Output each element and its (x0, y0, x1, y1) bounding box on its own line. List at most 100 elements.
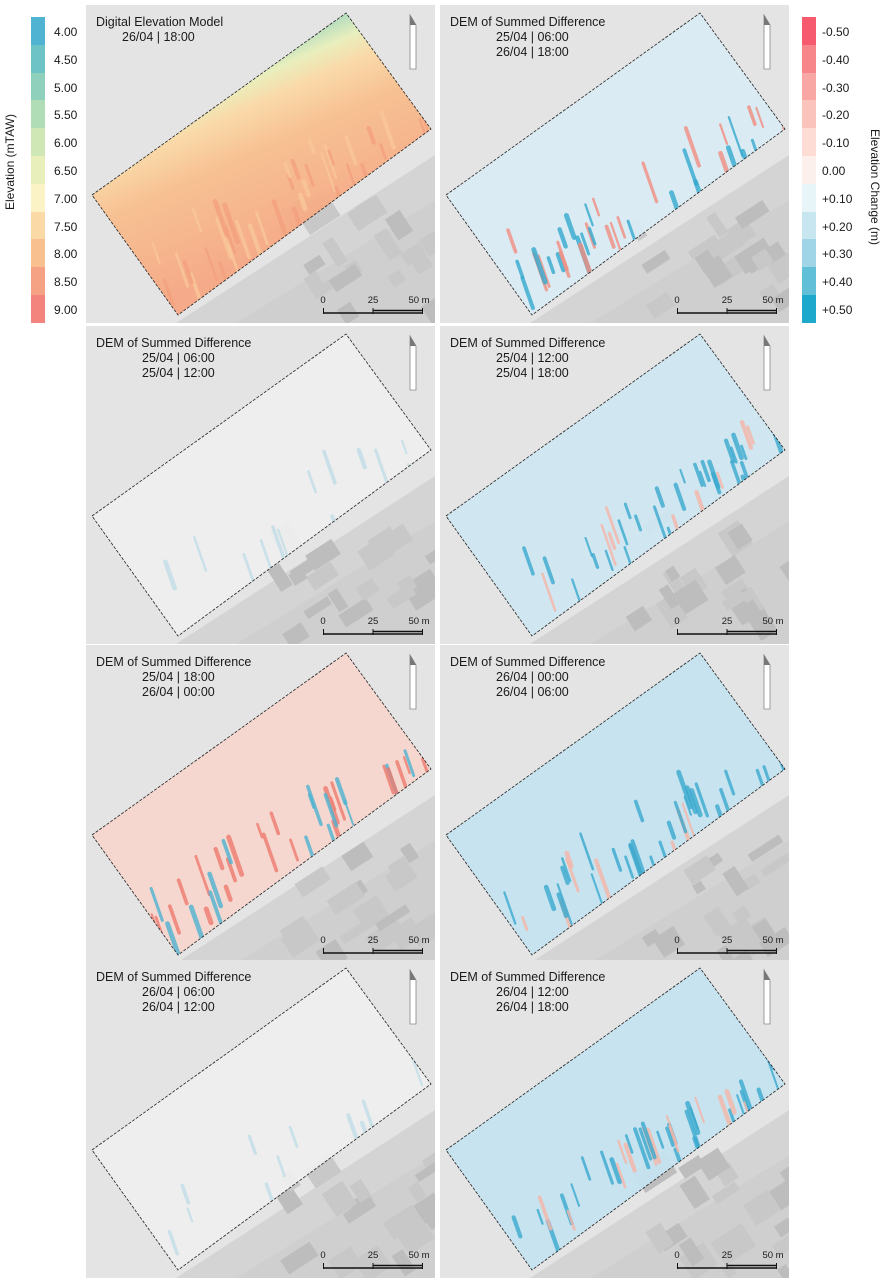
panel-date-label: 25/04 | 18:00 (496, 366, 569, 380)
elevation-legend-swatch (31, 156, 45, 184)
elevation-legend-label: 4.00 (54, 25, 78, 39)
change-legend-swatch (802, 44, 816, 73)
elevation-legend-label: 6.50 (54, 164, 78, 178)
elevation-legend-label: 5.50 (54, 108, 78, 123)
panel-date-label: 26/04 | 06:00 (496, 685, 569, 699)
panel-title: DEM of Summed Difference 25/04 | 18:00 26/… (96, 655, 251, 700)
scale-bar: 0 25 50 m (674, 1250, 784, 1270)
panel-date-label: 26/04 | 18:00 (496, 45, 569, 59)
panel-title-text: Digital Elevation Model (96, 15, 224, 29)
change-legend-label: -0.10 (822, 136, 850, 151)
change-legend-label: +0.50 (822, 303, 853, 317)
panel-date-label: 26/04 | 00:00 (142, 685, 215, 699)
dem-map-panel: Digital Elevation Model 26/04 | 18:00 0 25 5… (86, 5, 435, 323)
elevation-legend-label: 8.00 (54, 247, 78, 262)
scale-bar: 0 25 50 m (320, 1250, 430, 1270)
elevation-legend-label: 6.00 (54, 136, 78, 151)
elevation-legend-swatch (31, 72, 45, 101)
elevation-legend-label: 7.00 (54, 191, 78, 206)
panel-date-label: 26/04 | 12:00 (142, 1000, 215, 1014)
scale-bar-label: 0 (320, 935, 326, 946)
panel-title: DEM of Summed Difference 26/04 | 06:00 26/… (96, 970, 251, 1015)
panel-title-text: DEM of Summed Difference (96, 655, 252, 669)
scale-bar-label: 50 m (408, 295, 430, 306)
scale-bar: 0 25 50 m (674, 616, 784, 636)
panel-title-text: DEM of Summed Difference (450, 15, 606, 29)
change-legend-swatch (802, 239, 816, 268)
dem-difference-map-panel: DEM of Summed Difference 25/04 | 06:00 25/… (86, 326, 435, 644)
change-legend-title: Elevation Change (m) (868, 128, 880, 246)
scale-bar-graphic (677, 1263, 777, 1269)
elevation-legend-label: 8.50 (54, 275, 78, 290)
change-legend-swatch (802, 17, 816, 45)
aerial-basemap (445, 967, 789, 1278)
panel-title-text: DEM of Summed Difference (450, 336, 606, 350)
scale-bar-graphic (677, 629, 777, 635)
dem-difference-map-panel: DEM of Summed Difference 26/04 | 06:00 26/… (86, 960, 435, 1278)
panel-date-label: 26/04 | 06:00 (142, 985, 215, 999)
north-arrow-icon (409, 13, 417, 70)
north-arrow-icon (409, 968, 417, 1025)
scale-bar-label: 25 (367, 295, 379, 306)
scale-bar-graphic (323, 948, 423, 954)
aerial-basemap (445, 652, 789, 963)
change-legend-label: +0.10 (822, 191, 853, 206)
scale-bar-label: 50 m (762, 935, 784, 946)
change-legend: Elevation Change (m) -0.50 -0.40 -0.30 -0.2… (795, 0, 880, 330)
panel-date-label: 26/04 | 18:00 (496, 1000, 569, 1014)
elevation-legend-swatch (31, 100, 45, 129)
aerial-basemap (445, 12, 789, 323)
scale-bar-label: 0 (674, 295, 680, 306)
elevation-legend-swatch (31, 17, 45, 45)
scale-bar-label: 50 m (762, 1250, 784, 1261)
scale-bar-label: 0 (320, 616, 326, 627)
scale-bar-graphic (323, 308, 423, 314)
change-legend-label: -0.50 (822, 25, 850, 39)
north-arrow-icon (763, 653, 771, 710)
north-arrow-icon (409, 653, 417, 710)
panel-title-text: DEM of Summed Difference (450, 970, 606, 984)
north-arrow-icon (763, 334, 771, 391)
change-legend-swatch (802, 295, 816, 323)
scale-bar: 0 25 50 m (674, 295, 784, 315)
change-legend-swatch (802, 72, 816, 101)
scale-bar-label: 25 (721, 295, 733, 306)
scale-bar: 0 25 50 m (674, 935, 784, 955)
north-arrow-icon (763, 13, 771, 70)
scale-bar-label: 25 (367, 1250, 379, 1261)
north-arrow-icon (763, 968, 771, 1025)
panel-title: DEM of Summed Difference 25/04 | 06:00 25/… (96, 336, 251, 381)
north-arrow-icon (409, 334, 417, 391)
change-legend-swatch (802, 267, 816, 296)
change-legend-label: -0.40 (822, 52, 850, 67)
elevation-legend-swatch (31, 295, 45, 323)
scale-bar-graphic (323, 1263, 423, 1269)
panel-date-label: 25/04 | 18:00 (142, 670, 215, 684)
panel-title: Digital Elevation Model 26/04 | 18:00 (96, 15, 223, 45)
scale-bar-label: 50 m (762, 295, 784, 306)
change-legend-label: +0.30 (822, 247, 853, 262)
scale-bar-label: 0 (674, 1250, 680, 1261)
change-legend-label: +0.40 (822, 275, 853, 290)
panel-date-label: 25/04 | 12:00 (496, 351, 569, 365)
change-legend-swatch (802, 128, 816, 157)
scale-bar-label: 50 m (762, 616, 784, 627)
elevation-legend-swatch (31, 239, 45, 268)
panel-title-text: DEM of Summed Difference (96, 336, 252, 350)
panel-date-label: 25/04 | 06:00 (142, 351, 215, 365)
scale-bar: 0 25 50 m (320, 935, 430, 955)
scale-bar-label: 0 (674, 935, 680, 946)
aerial-basemap (445, 333, 789, 644)
elevation-legend-swatch (31, 128, 45, 157)
aerial-basemap (91, 333, 435, 644)
panel-date-label: 25/04 | 06:00 (496, 30, 569, 44)
panel-date-label: 26/04 | 00:00 (496, 670, 569, 684)
change-legend-label: 0.00 (822, 164, 846, 178)
panel-title: DEM of Summed Difference 25/04 | 06:00 26/… (450, 15, 605, 60)
elevation-legend-label: 5.00 (54, 80, 78, 95)
dem-difference-map-panel: DEM of Summed Difference 25/04 | 06:00 26/… (440, 5, 789, 323)
scale-bar-label: 25 (721, 616, 733, 627)
scale-bar-graphic (677, 308, 777, 314)
aerial-basemap (91, 652, 435, 963)
change-legend-swatch (802, 100, 816, 129)
